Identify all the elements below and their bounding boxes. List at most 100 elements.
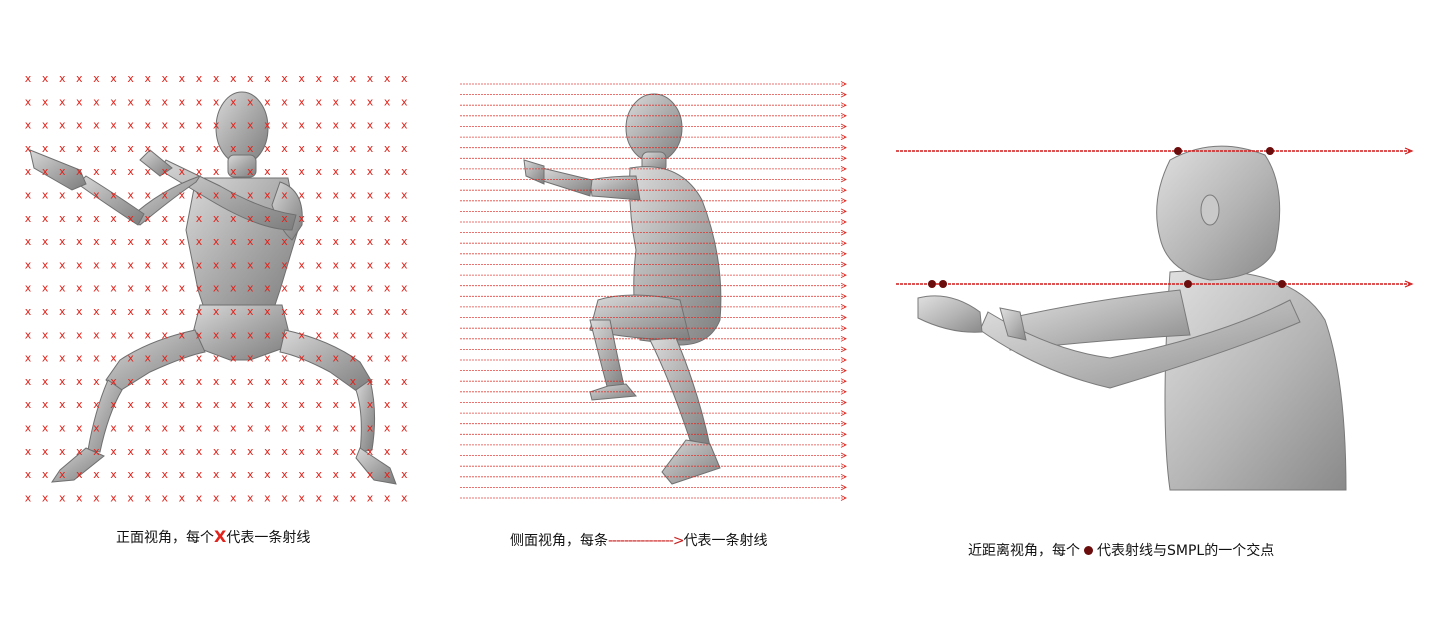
ray-x-marker: x <box>162 95 169 108</box>
ray-x-marker: x <box>25 282 32 295</box>
side-ray-arrowhead <box>840 102 847 109</box>
ray-x-marker: x <box>42 235 49 248</box>
intersection-dot <box>1184 280 1192 288</box>
ray-x-marker: x <box>315 491 322 504</box>
side-ray-arrow <box>460 293 847 300</box>
ray-x-marker: x <box>25 189 32 202</box>
ray-x-marker: x <box>127 422 134 435</box>
ray-x-marker: x <box>367 491 374 504</box>
ray-x-marker: x <box>281 189 288 202</box>
side-ray-arrow <box>460 176 847 183</box>
ray-x-marker: x <box>59 142 66 155</box>
ray-x-marker: x <box>384 468 391 481</box>
ray-x-marker: x <box>247 72 254 85</box>
front-caption-x-marker: X <box>214 527 227 546</box>
ray-x-marker: x <box>315 235 322 248</box>
ray-x-marker: x <box>281 375 288 388</box>
ray-x-marker: x <box>367 258 374 271</box>
ray-x-marker: x <box>247 305 254 318</box>
intersection-dot <box>1266 147 1274 155</box>
ray-x-marker: x <box>247 258 254 271</box>
ray-x-marker: x <box>367 212 374 225</box>
ray-x-marker: x <box>298 212 305 225</box>
side-ray-arrow <box>460 261 847 268</box>
ray-x-marker: x <box>179 282 186 295</box>
front-view-figure: x x x x x x x x x x x x x x x x x x x x x x xx x x x x x x x x x x x x x x x x… <box>25 72 408 504</box>
ray-x-marker: x <box>230 235 237 248</box>
ray-x-marker: x <box>59 282 66 295</box>
ray-x-marker: x <box>25 212 32 225</box>
ray-x-marker: x <box>93 305 100 318</box>
ray-x-marker: x <box>401 165 408 178</box>
closeup-ray-arrowhead <box>1404 280 1414 288</box>
ray-x-marker: x <box>59 445 66 458</box>
ray-x-marker: x <box>315 212 322 225</box>
ray-x-marker: x <box>384 282 391 295</box>
ray-x-marker: x <box>76 305 83 318</box>
side-ray-arrow <box>460 229 847 236</box>
closeup-caption-prefix: 近距离视角，每个 <box>968 543 1080 559</box>
ray-x-marker: x <box>93 352 100 365</box>
closeup-caption-suffix: 代表射线与SMPL的一个交点 <box>1097 543 1275 559</box>
ray-x-marker: x <box>264 422 271 435</box>
closeup-ray-lines <box>896 147 1414 288</box>
ray-x-marker: x <box>179 189 186 202</box>
ray-x-marker: x <box>144 258 151 271</box>
ray-x-marker: x <box>367 328 374 341</box>
ray-x-marker: x <box>196 305 203 318</box>
ray-x-marker: x <box>110 282 117 295</box>
ray-x-marker: x <box>230 165 237 178</box>
ray-x-marker: x <box>93 258 100 271</box>
ray-x-marker: x <box>315 72 322 85</box>
ray-x-marker: x <box>315 375 322 388</box>
ray-x-marker: x <box>59 235 66 248</box>
ray-x-marker: x <box>213 328 220 341</box>
side-ray-arrow <box>460 155 847 162</box>
ray-x-marker: x <box>230 189 237 202</box>
side-ray-arrowhead <box>840 81 847 87</box>
ray-x-marker: x <box>110 445 117 458</box>
ray-x-marker: x <box>59 258 66 271</box>
ray-x-marker: x <box>281 352 288 365</box>
ray-x-marker: x <box>281 445 288 458</box>
ray-x-marker: x <box>281 305 288 318</box>
ray-x-marker: x <box>281 212 288 225</box>
side-ray-arrow <box>460 335 847 342</box>
ray-x-marker: x <box>25 352 32 365</box>
ray-x-marker: x <box>350 142 357 155</box>
ray-x-marker: x <box>401 445 408 458</box>
ray-x-marker: x <box>213 282 220 295</box>
ray-x-marker: x <box>93 445 100 458</box>
closeup-caption-dot-icon <box>1084 546 1093 555</box>
ray-x-marker: x <box>281 95 288 108</box>
side-ray-arrow <box>460 420 847 427</box>
side-ray-arrowhead <box>840 219 847 225</box>
ray-x-marker: x <box>264 72 271 85</box>
ray-x-marker: x <box>162 235 169 248</box>
intersection-dot <box>928 280 936 288</box>
ray-x-marker: x <box>401 422 408 435</box>
ray-x-marker: x <box>213 422 220 435</box>
ray-x-marker: x <box>247 95 254 108</box>
ray-x-marker: x <box>76 72 83 85</box>
side-ray-arrowhead <box>840 442 847 448</box>
ray-x-marker: x <box>247 445 254 458</box>
side-ray-arrowhead <box>840 240 847 247</box>
ray-x-marker: x <box>110 119 117 132</box>
ray-x-marker: x <box>162 189 169 202</box>
side-ray-arrow <box>460 123 847 130</box>
ray-x-marker: x <box>281 328 288 341</box>
ray-x-marker: x <box>367 119 374 132</box>
ray-x-marker: x <box>213 165 220 178</box>
ray-x-marker: x <box>25 142 32 155</box>
ray-x-marker: x <box>350 445 357 458</box>
ray-x-marker: x <box>230 212 237 225</box>
ray-x-marker: x <box>179 398 186 411</box>
ray-x-marker: x <box>350 398 357 411</box>
ray-x-marker: x <box>315 165 322 178</box>
side-ray-arrow <box>460 346 847 353</box>
ray-x-marker: x <box>110 375 117 388</box>
ray-x-marker: x <box>315 352 322 365</box>
ray-x-marker: x <box>162 142 169 155</box>
ray-x-marker: x <box>350 352 357 365</box>
